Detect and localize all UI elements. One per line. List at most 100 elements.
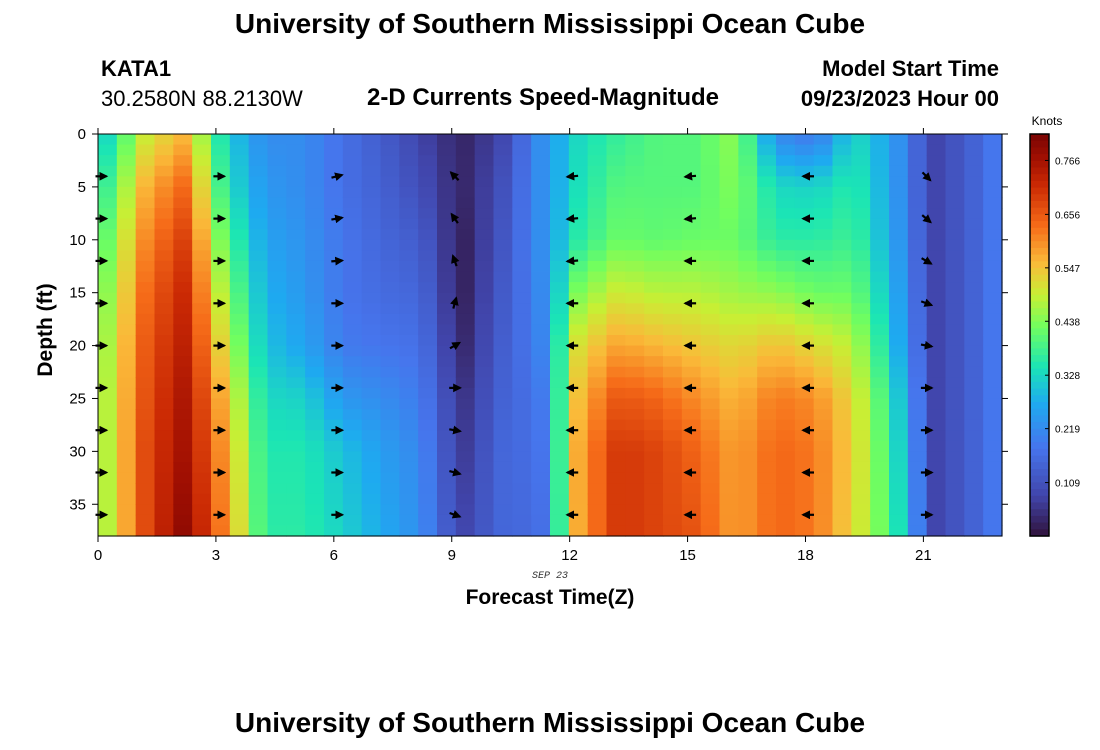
- heat-cell: [644, 409, 664, 421]
- heat-cell: [116, 239, 137, 251]
- heat-cell: [851, 493, 871, 505]
- heat-cell: [531, 440, 551, 452]
- current-vector: [565, 214, 579, 223]
- heat-cell: [455, 504, 476, 516]
- heat-cell: [192, 176, 212, 188]
- heat-cell: [455, 303, 476, 315]
- heat-cell: [568, 514, 589, 527]
- heat-cell: [361, 144, 382, 156]
- heat-cell: [154, 313, 174, 326]
- heat-cell: [437, 271, 457, 283]
- heat-cell: [342, 440, 363, 452]
- heat-cell: [361, 377, 382, 389]
- heat-cell: [493, 493, 513, 505]
- heat-cell: [606, 377, 626, 389]
- heat-cell: [116, 292, 137, 304]
- heat-cell: [229, 260, 250, 273]
- heat-cell: [644, 282, 664, 294]
- heat-cell: [267, 366, 287, 378]
- heat-cell: [870, 282, 890, 294]
- heat-cell: [493, 271, 513, 283]
- heat-cell: [474, 186, 495, 199]
- heat-cell: [286, 366, 306, 378]
- heat-cell: [248, 345, 269, 357]
- colorbar-segment: [1030, 408, 1049, 416]
- heat-cell: [663, 356, 683, 368]
- heat-cell: [738, 218, 758, 230]
- heat-cell: [305, 345, 325, 357]
- heat-cell: [907, 303, 928, 315]
- heat-cell: [776, 186, 796, 199]
- heat-cell: [606, 186, 626, 199]
- heat-cell: [813, 430, 834, 442]
- heat-cell: [663, 282, 683, 294]
- heat-cell: [248, 419, 269, 431]
- x-tick-label: 3: [212, 547, 220, 564]
- heat-cell: [738, 134, 758, 146]
- heat-cell: [173, 176, 193, 188]
- heat-cell: [663, 387, 683, 400]
- heat-cell: [851, 419, 871, 431]
- heat-cell: [493, 440, 513, 452]
- heat-cell: [794, 451, 815, 463]
- heat-cell: [154, 409, 174, 421]
- current-vector: [449, 341, 462, 351]
- heat-cell: [211, 250, 231, 262]
- heat-cell: [719, 451, 739, 463]
- heat-cell: [719, 493, 739, 505]
- heat-cell: [154, 451, 174, 463]
- heat-cell: [606, 514, 626, 527]
- heat-cell: [229, 387, 250, 400]
- heat-cell: [455, 260, 476, 273]
- heat-cell: [192, 186, 212, 199]
- heat-cell: [286, 197, 306, 209]
- heat-cell: [832, 313, 852, 326]
- heat-cell: [889, 303, 909, 315]
- heat-cell: [776, 440, 796, 452]
- heat-cell: [625, 525, 645, 537]
- heat-cell: [116, 197, 137, 209]
- heat-cell: [625, 366, 645, 378]
- heat-cell: [550, 335, 570, 347]
- heat-cell: [550, 250, 570, 262]
- heat-cell: [98, 430, 118, 442]
- heat-cell: [361, 398, 382, 410]
- heat-cell: [550, 134, 570, 146]
- heat-cell: [719, 282, 739, 294]
- heat-cell: [211, 387, 231, 400]
- heat-cell: [154, 260, 174, 273]
- heat-cell: [550, 504, 570, 516]
- heat-cell: [342, 134, 363, 146]
- heat-cell: [719, 176, 739, 188]
- heat-cell: [945, 430, 965, 442]
- heat-cell: [437, 335, 457, 347]
- heat-cell: [889, 419, 909, 431]
- heat-cell: [211, 345, 231, 357]
- heat-cell: [926, 356, 947, 368]
- current-vectors: [95, 171, 934, 520]
- heat-cell: [173, 303, 193, 315]
- heat-cell: [474, 271, 495, 283]
- heat-cell: [154, 345, 174, 357]
- heat-cell: [851, 229, 871, 241]
- heat-cell: [550, 430, 570, 442]
- heat-cell: [512, 440, 532, 452]
- heat-cell: [550, 377, 570, 389]
- heat-cell: [964, 324, 984, 336]
- heat-cell: [531, 134, 551, 146]
- heat-cell: [719, 525, 739, 537]
- colorbar-segment: [1030, 234, 1049, 242]
- heat-cell: [342, 324, 363, 336]
- colorbar-segment: [1030, 442, 1049, 450]
- heat-cell: [248, 366, 269, 378]
- heat-cell: [305, 271, 325, 283]
- heat-cell: [324, 208, 344, 220]
- heat-cell: [173, 451, 193, 463]
- heat-cell: [135, 430, 156, 442]
- heat-cell: [776, 461, 796, 474]
- heat-cell: [870, 409, 890, 421]
- heat-cell: [700, 134, 721, 146]
- heat-cell: [531, 303, 551, 315]
- heat-cell: [776, 239, 796, 251]
- heat-cell: [98, 493, 118, 505]
